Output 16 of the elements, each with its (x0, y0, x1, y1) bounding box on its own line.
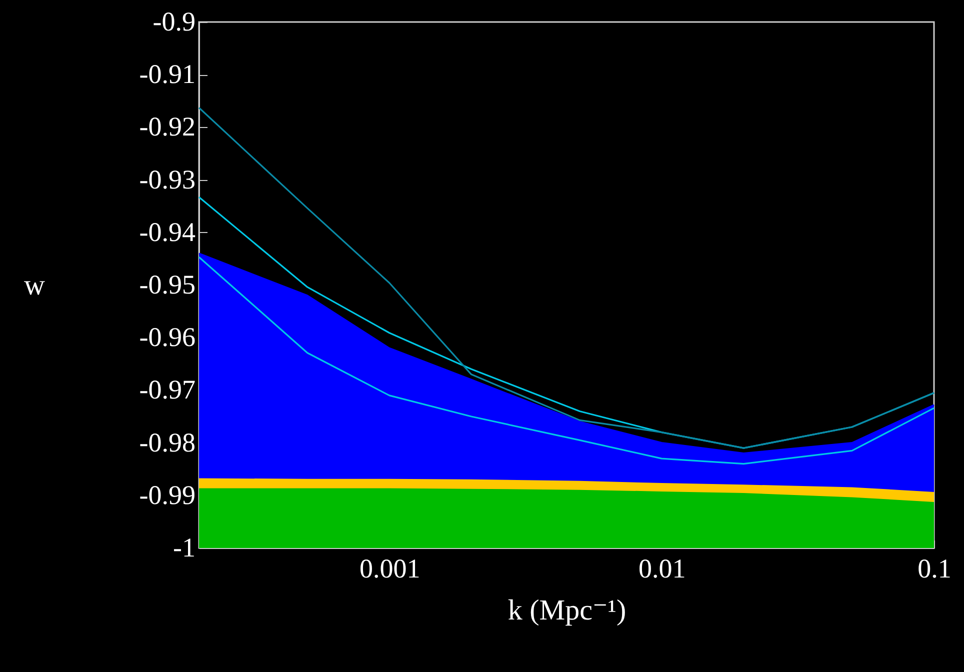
y-tick-label: -0.91 (139, 59, 196, 90)
y-tick-label: -0.93 (139, 164, 196, 194)
x-tick-label: 0.1 (918, 554, 952, 584)
x-tick-label: 0.01 (638, 554, 686, 584)
x-tick-label: 0.001 (359, 554, 420, 584)
y-tick-label: -0.98 (139, 427, 196, 458)
y-tick-label: -0.99 (139, 480, 196, 510)
y-tick-label: -0.95 (139, 270, 196, 300)
x-axis-title: k (Mpc⁻¹) (508, 594, 626, 626)
y-axis-title: w (24, 270, 46, 302)
y-tick-label: -0.9 (152, 6, 196, 36)
y-tick-label: -0.94 (139, 216, 196, 247)
y-tick-label: -0.97 (139, 374, 196, 405)
y-tick-label: -1 (173, 532, 196, 562)
y-tick-label: -0.96 (139, 322, 196, 352)
y-tick-label: -0.92 (139, 112, 196, 142)
